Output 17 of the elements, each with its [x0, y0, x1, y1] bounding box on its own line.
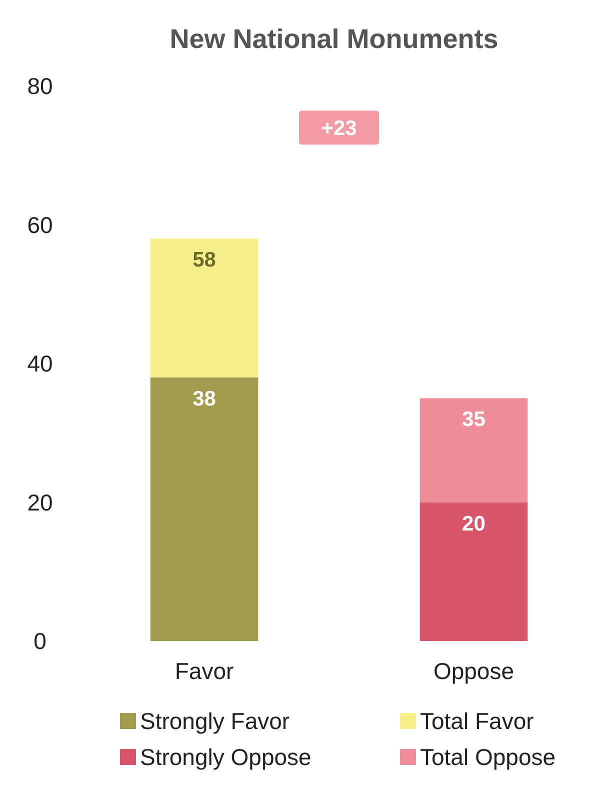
total-label: 58: [192, 248, 216, 272]
data-label: 38: [192, 387, 216, 410]
y-tick-label: 20: [27, 489, 53, 516]
y-tick-label: 40: [27, 350, 53, 377]
legend-label: Total Oppose: [420, 744, 556, 770]
y-tick-label: 80: [27, 73, 53, 100]
legend-label: Strongly Oppose: [140, 744, 312, 770]
y-tick-label: 0: [34, 628, 46, 654]
total-label: 35: [462, 408, 486, 432]
chart-title: New National Monuments: [170, 24, 498, 54]
y-tick-label: 60: [27, 212, 53, 238]
x-tick-label: Favor: [174, 658, 234, 684]
legend-label: Total Favor: [420, 708, 534, 734]
legend-label: Strongly Favor: [140, 708, 290, 734]
data-label: 20: [462, 512, 486, 536]
annotation: +23: [321, 116, 357, 140]
x-tick-label: Oppose: [433, 658, 514, 684]
